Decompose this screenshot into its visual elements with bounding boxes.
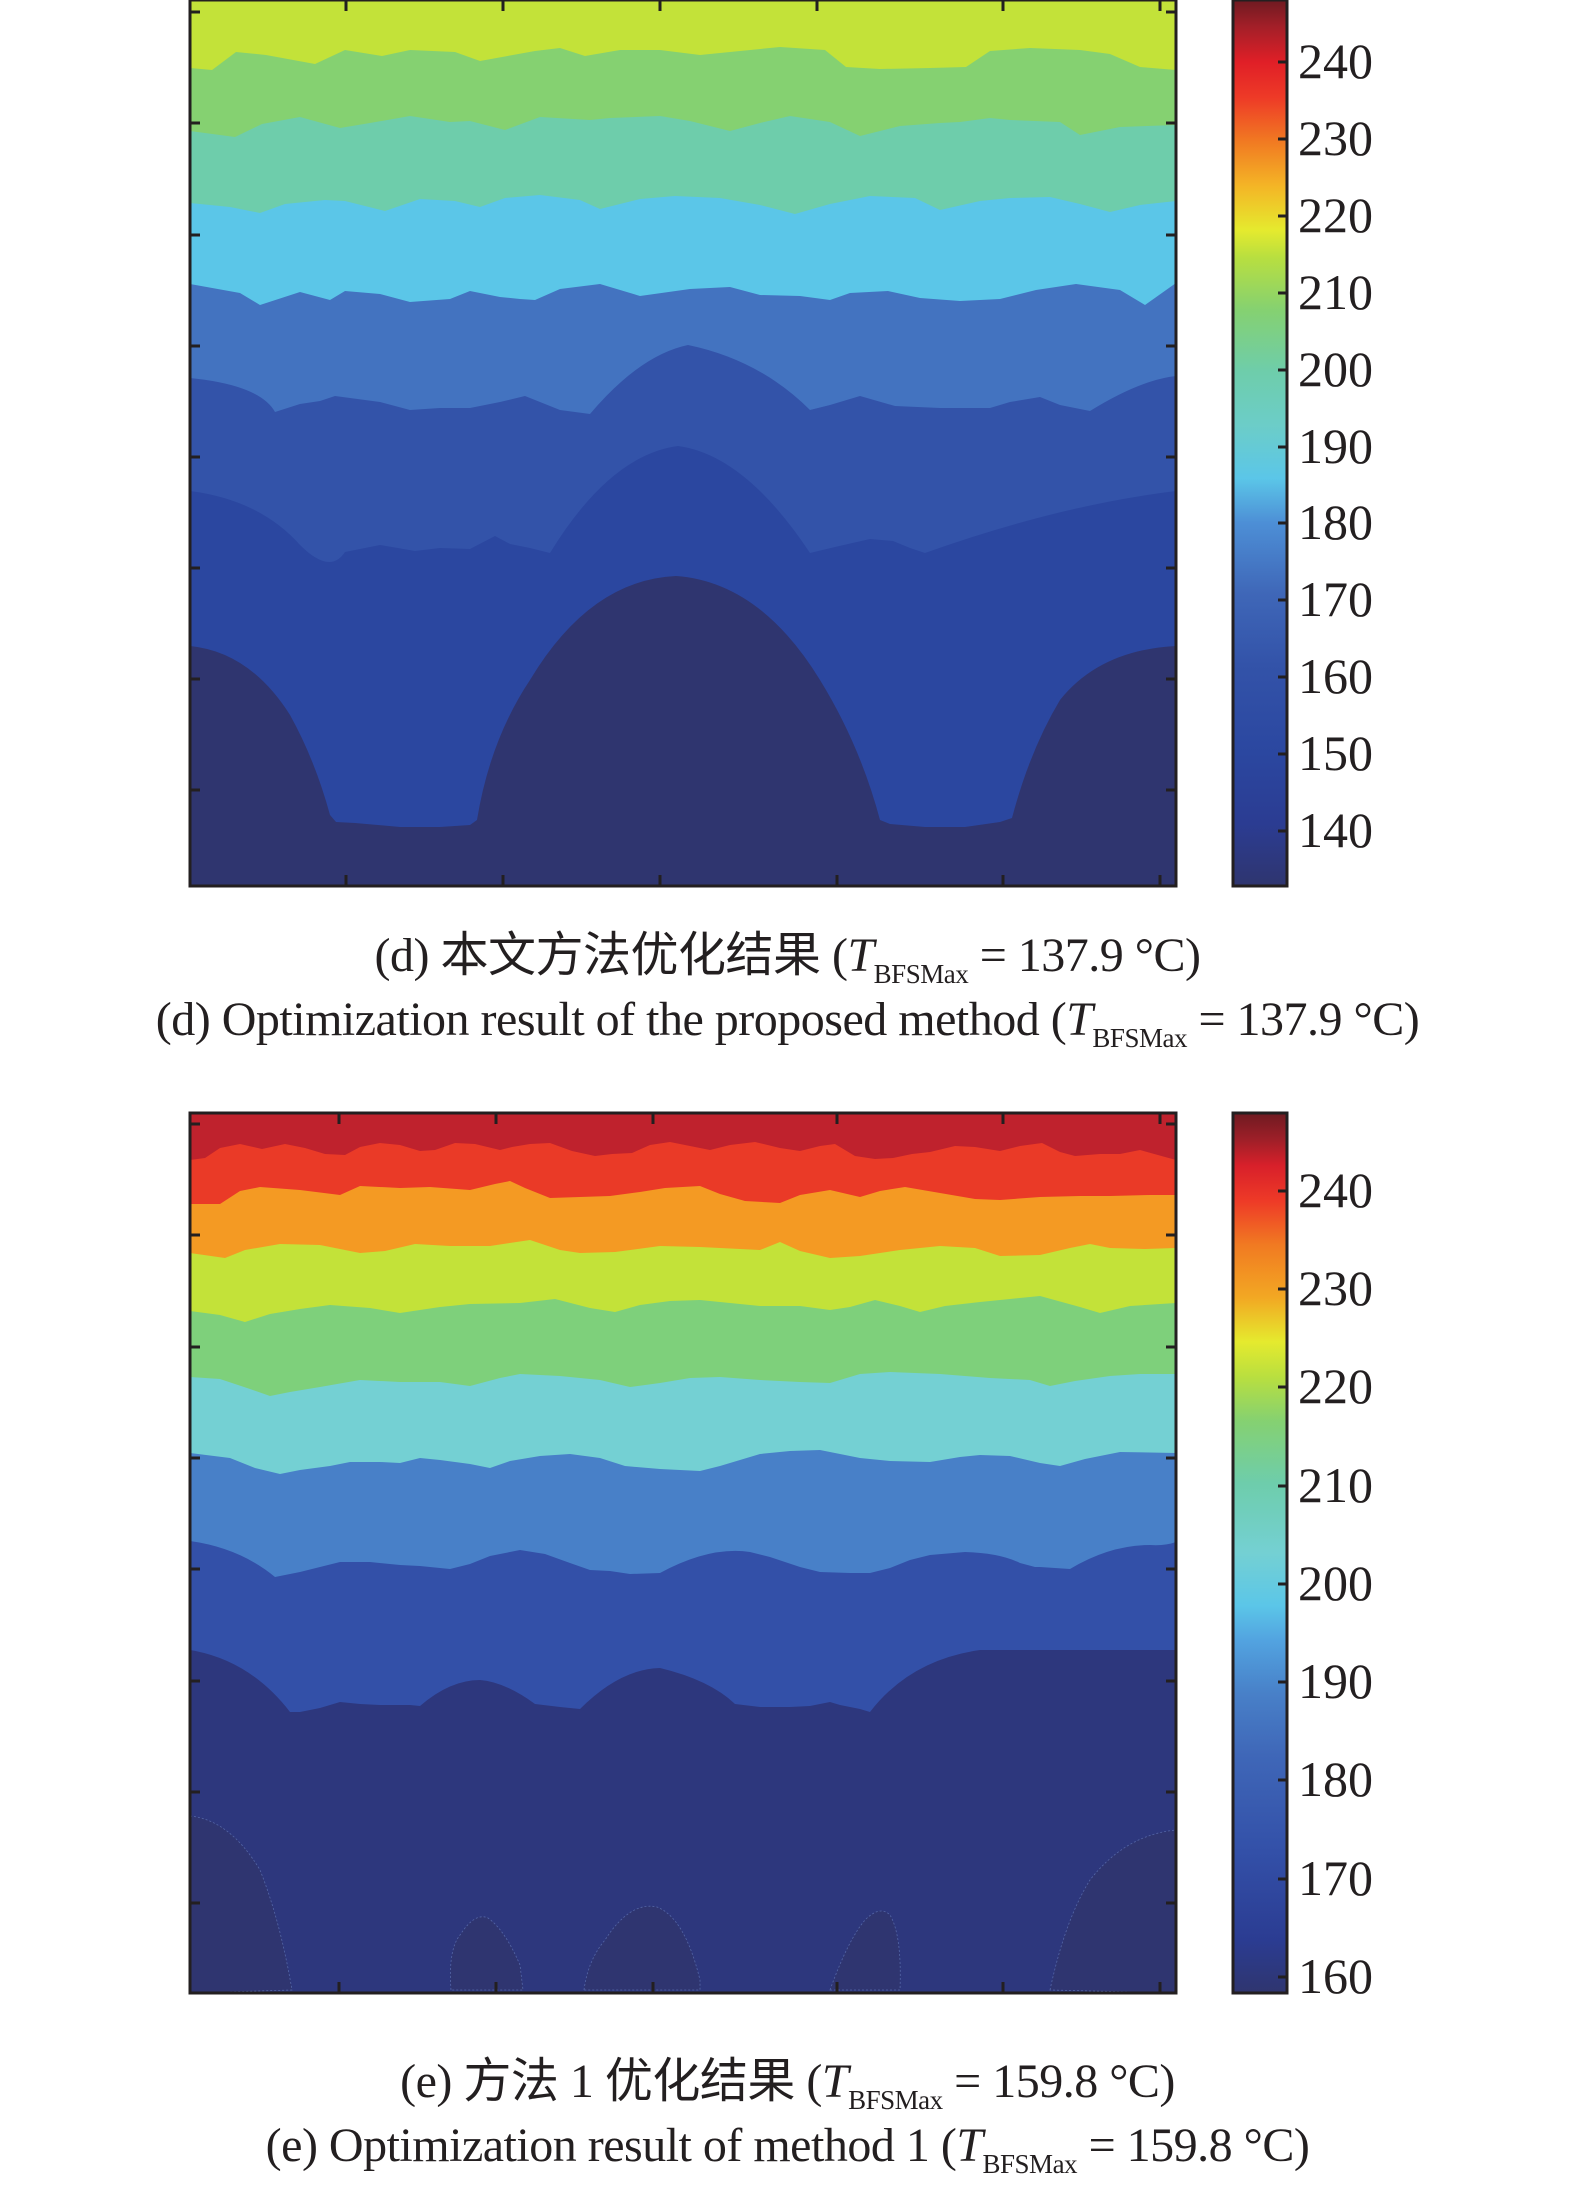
colorbar-tick-label: 160 (1298, 648, 1373, 704)
panel-e: 240 230 220 210 200 190 180 170 160 (e) … (0, 1100, 1575, 2192)
colorbar-tick-label: 170 (1298, 1850, 1373, 1906)
caption-text: (e) 方法 1 优化结果 ( (400, 2055, 822, 2108)
colorbar-tick-label: 240 (1298, 33, 1373, 89)
contour-bands-d (190, 0, 1176, 886)
colorbar-tick-label: 230 (1298, 1260, 1373, 1316)
colorbar-tick-label: 240 (1298, 1162, 1373, 1218)
colorbar-tick-label: 220 (1298, 187, 1373, 243)
caption-value: = 159.8 °C) (942, 2055, 1175, 2108)
colorbar-tick-label: 210 (1298, 1457, 1373, 1513)
caption-variable: T (956, 2119, 983, 2172)
colorbar-tick-label: 190 (1298, 418, 1373, 474)
contour-plot-d: 240 230 220 210 200 190 180 170 160 150 … (188, 0, 1373, 888)
colorbar-tick-label: 140 (1298, 802, 1373, 858)
caption-subscript: BFSMax (848, 2085, 943, 2115)
caption-subscript: BFSMax (1092, 1023, 1187, 1053)
caption-variable: T (847, 929, 874, 982)
caption-value: = 137.9 °C) (1186, 993, 1420, 1046)
y-ticks-d (190, 10, 1176, 792)
colorbar-tick-label: 170 (1298, 571, 1373, 627)
caption-variable: T (821, 2055, 849, 2108)
colorbar-tick-label: 180 (1298, 1751, 1373, 1807)
caption-cn-e: (e) 方法 1 优化结果 (TBFSMax = 159.8 °C) (0, 2054, 1575, 2114)
colorbar-tick-label: 200 (1298, 341, 1373, 397)
colorbar-tick-label: 180 (1298, 494, 1373, 550)
contour-bands-e (190, 1113, 1176, 1993)
colorbar-tick-label: 220 (1298, 1358, 1373, 1414)
caption-en-e: (e) Optimization result of method 1 (TBF… (0, 2118, 1575, 2178)
caption-cn-d: (d) 本文方法优化结果 (TBFSMax = 137.9 °C) (0, 928, 1575, 988)
caption-subscript: BFSMax (982, 2149, 1078, 2179)
caption-text: (d) Optimization result of the proposed … (155, 993, 1067, 1046)
colorbar-tick-label: 190 (1298, 1653, 1373, 1709)
caption-value: = 137.9 °C) (968, 929, 1201, 982)
colorbar-tick-label: 160 (1298, 1948, 1373, 2004)
caption-text: (d) 本文方法优化结果 ( (374, 929, 848, 982)
colorbar-tick-label: 230 (1298, 110, 1373, 166)
x-ticks-e (337, 1113, 1162, 1993)
y-ticks-e (190, 1122, 1176, 1905)
plot-frame-d (188, 0, 1178, 888)
contour-plot-e: 240 230 220 210 200 190 180 170 160 (188, 1111, 1373, 2004)
caption-text: (e) Optimization result of method 1 ( (265, 2119, 957, 2172)
colorbar-tick-label: 150 (1298, 725, 1373, 781)
colorbar-tick-label: 200 (1298, 1555, 1373, 1611)
colorbar-d: 240 230 220 210 200 190 180 170 160 150 … (1231, 0, 1373, 888)
caption-variable: T (1066, 993, 1093, 1046)
plot-frame-e (188, 1111, 1178, 1995)
x-ticks-d (344, 0, 1162, 886)
panel-d: 240 230 220 210 200 190 180 170 160 150 … (0, 0, 1575, 1080)
colorbar-e: 240 230 220 210 200 190 180 170 160 (1231, 1111, 1373, 2004)
colorbar-tick-label: 210 (1298, 264, 1373, 320)
caption-subscript: BFSMax (873, 959, 969, 989)
caption-en-d: (d) Optimization result of the proposed … (0, 992, 1575, 1052)
caption-value: = 159.8 °C) (1077, 2119, 1310, 2172)
